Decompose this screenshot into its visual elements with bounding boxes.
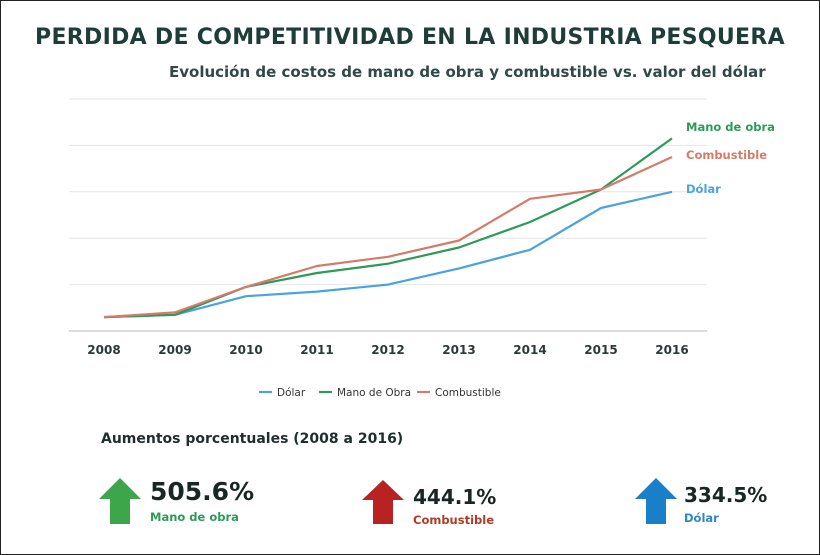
chart-title: PERDIDA DE COMPETITIVIDAD EN LA INDUSTRI… [35,25,785,50]
stat-label: Combustible [413,513,494,527]
x-tick-label: 2010 [229,343,262,357]
x-tick-label: 2008 [87,343,120,357]
stat-combustible: 444.1% Combustible [361,479,561,529]
line-chart: 2008 2009 2010 2011 2012 2013 2014 2015 2016 Dóla… [69,98,775,399]
stat-dolar: 334.5% Dólar [634,477,814,527]
series-line-mano [103,137,673,319]
chart-subtitle: Evolución de costos de mano de obra y co… [169,63,766,81]
legend-entry: Dólar [277,387,306,399]
series-end-label: Combustible [686,148,767,162]
x-tick-label: 2011 [300,343,333,357]
x-tick-label: 2012 [371,343,404,357]
series-line-dolar [103,190,673,319]
arrow-up-icon [362,480,404,524]
aumentos-heading: Aumentos porcentuales (2008 a 2016) [101,431,404,447]
stat-label: Mano de obra [150,510,239,524]
x-tick-label: 2014 [513,343,546,357]
x-tick-label: 2015 [584,343,617,357]
arrow-up-icon [99,478,141,524]
series-end-label: Dólar [686,182,721,196]
arrow-up-icon [635,478,677,524]
stat-value: 444.1% [413,485,497,509]
stat-label: Dólar [684,511,719,525]
x-tick-label: 2016 [655,343,688,357]
legend-entry: Combustible [435,387,501,399]
x-tick-label: 2009 [158,343,191,357]
series-line-combustible [103,155,673,319]
x-tick-label: 2013 [442,343,475,357]
stat-value: 505.6% [150,477,255,506]
series-end-label: Mano de obra [686,120,775,134]
stat-value: 334.5% [684,483,768,507]
legend-entry: Mano de Obra [337,387,411,399]
stat-mano-de-obra: 505.6% Mano de obra [98,477,298,527]
